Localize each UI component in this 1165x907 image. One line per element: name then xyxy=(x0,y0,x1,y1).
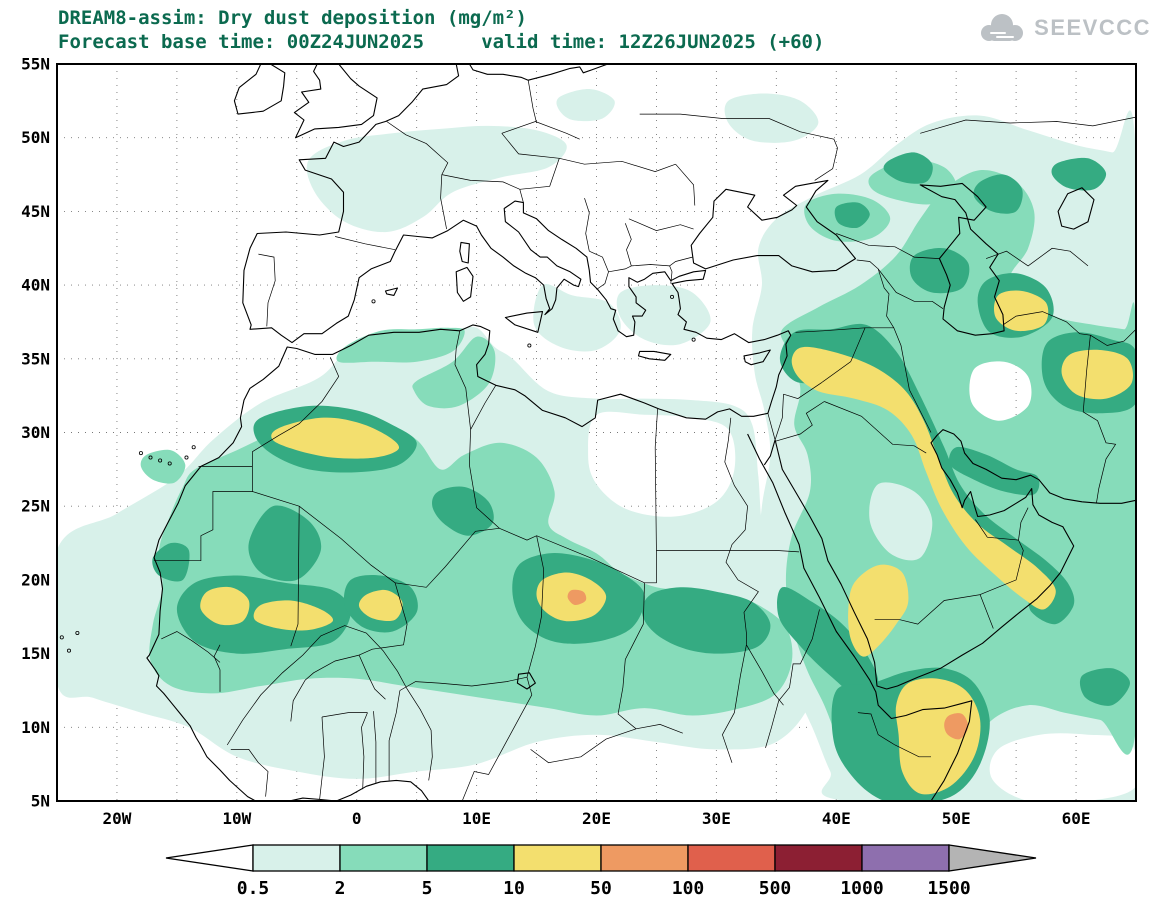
header: DREAM8-assim: Dry dust deposition (mg/m²… xyxy=(58,6,824,54)
contour-level-0 xyxy=(306,125,567,233)
coastlines xyxy=(59,64,1136,801)
contour-level-2 xyxy=(1079,668,1130,706)
lat-tick-label: 50N xyxy=(21,128,50,147)
colorbar-label: 50 xyxy=(590,878,612,899)
lon-tick-label: 10E xyxy=(462,809,491,828)
lon-tick-label: 10W xyxy=(222,809,251,828)
colorbar-segment xyxy=(600,844,689,872)
lon-axis-labels: 20W 10W 0 10E 20E 30E 40E 50E 60E xyxy=(102,809,1090,828)
contour-level-3 xyxy=(1061,349,1134,400)
colorbar-segment xyxy=(513,844,602,872)
colorbar-segment xyxy=(774,844,863,872)
lat-tick-label: 5N xyxy=(31,792,50,811)
contour-level-2 xyxy=(909,248,970,294)
colorbar-segment xyxy=(426,844,515,872)
colorbar-label: 100 xyxy=(672,878,705,899)
colorbar-label: 500 xyxy=(759,878,792,899)
contour-level-3 xyxy=(791,346,1056,610)
map-area xyxy=(57,64,1136,801)
seevccc-logo: SEEVCCC xyxy=(977,12,1151,44)
contour-level-3 xyxy=(200,586,250,626)
lon-tick-label: 0 xyxy=(352,809,362,828)
contour-level-3 xyxy=(993,290,1049,332)
rivers xyxy=(161,417,784,781)
colorbar-segment xyxy=(339,844,428,872)
contour-level-0 xyxy=(533,283,621,352)
contour-level-2 xyxy=(973,174,1023,214)
lon-tick-label: 40E xyxy=(822,809,851,828)
contour-level-2 xyxy=(152,542,190,582)
lon-tick-label: 30E xyxy=(702,809,731,828)
contour-level-4 xyxy=(567,589,587,606)
contour-level-2 xyxy=(248,505,322,582)
contour-level-3 xyxy=(895,678,981,795)
contour-level-2 xyxy=(641,587,771,654)
contour-level-3 xyxy=(253,600,334,631)
colorbar-label: 5 xyxy=(422,878,433,899)
colorbar: 0.5 2 5 10 50 100 500 1000 1500 xyxy=(165,844,1037,899)
contour-level-3 xyxy=(848,564,909,657)
contour-level-1 xyxy=(140,449,186,484)
map-frame xyxy=(56,63,1137,802)
colorbar-segment xyxy=(861,844,950,872)
colorbar-segment xyxy=(687,844,776,872)
contour-fills xyxy=(57,89,1136,801)
contour-level-2 xyxy=(777,586,879,698)
colorbar-label: 10 xyxy=(503,878,525,899)
contour-level-2 xyxy=(1051,157,1107,191)
colorbar-above-arrow xyxy=(948,844,1037,872)
cloud-icon xyxy=(981,14,1024,41)
colorbar-segment xyxy=(252,844,341,872)
lon-tick-label: 50E xyxy=(942,809,971,828)
contour-level-1 xyxy=(336,327,465,363)
lat-tick-label: 45N xyxy=(21,202,50,221)
contour-level-2 xyxy=(883,152,933,184)
lat-tick-label: 25N xyxy=(21,497,50,516)
lon-tick-label: 20W xyxy=(102,809,131,828)
lat-tick-label: 20N xyxy=(21,570,50,589)
lat-tick-label: 35N xyxy=(21,349,50,368)
lat-tick-label: 55N xyxy=(21,55,50,74)
logo-text: SEEVCCC xyxy=(1034,15,1151,40)
contour-level-1 xyxy=(949,218,1017,274)
contour-level-2 xyxy=(834,202,870,229)
lat-tick-label: 40N xyxy=(21,276,50,295)
contour-level-3 xyxy=(271,417,400,459)
contour-level-3 xyxy=(358,589,403,622)
plot-subtitle: Forecast base time: 00Z24JUN2025 valid t… xyxy=(58,31,825,53)
lat-tick-label: 30N xyxy=(21,423,50,442)
contour-level-4 xyxy=(944,713,969,740)
lat-axis-labels: 5N 10N 15N 20N 25N 30N 35N 40N 45N 50N 55N xyxy=(21,55,50,811)
contour-level-0 xyxy=(724,93,819,143)
lat-tick-label: 15N xyxy=(21,644,50,663)
colorbar-below-arrow xyxy=(165,844,254,872)
lat-tick-label: 10N xyxy=(21,718,50,737)
lon-tick-label: 60E xyxy=(1062,809,1091,828)
contour-level-1 xyxy=(412,336,496,409)
plot-title: DREAM8-assim: Dry dust deposition (mg/m²… xyxy=(58,7,527,29)
colorbar-label: 2 xyxy=(335,878,346,899)
contour-level-2 xyxy=(949,446,1040,496)
colorbar-label: 1000 xyxy=(840,878,883,899)
country-borders xyxy=(154,80,1136,801)
colorbar-label: 1500 xyxy=(927,878,970,899)
contour-level-0 xyxy=(556,89,615,122)
colorbar-label: 0.5 xyxy=(237,878,270,899)
contour-level-2 xyxy=(432,486,494,536)
lon-tick-label: 20E xyxy=(582,809,611,828)
